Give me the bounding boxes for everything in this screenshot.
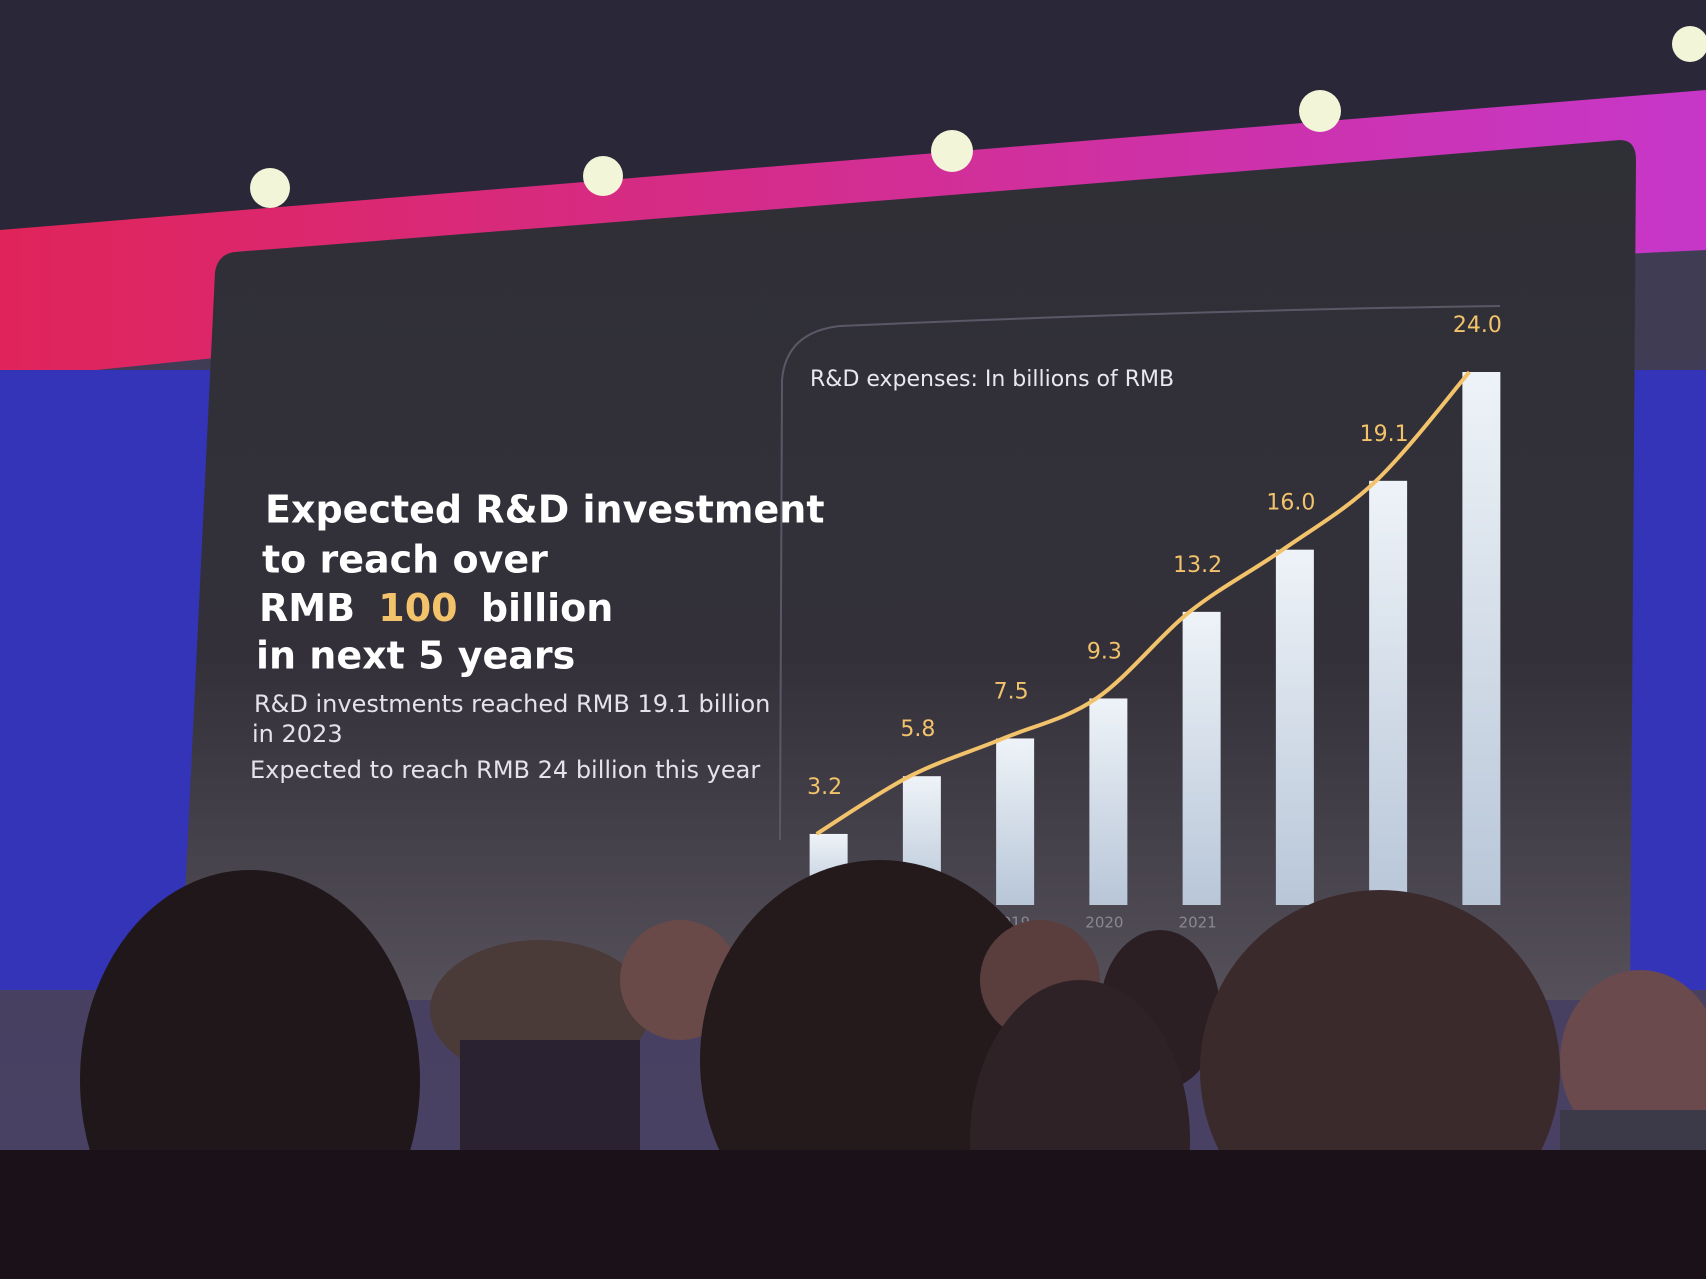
value-label: 7.5 <box>994 679 1029 704</box>
bar <box>1275 549 1314 905</box>
bar <box>1182 611 1221 905</box>
x-tick-label: 2020 <box>1085 914 1123 932</box>
chart-frame <box>779 305 1501 841</box>
chart-title: R&D expenses: In billions of RMB <box>810 367 1174 392</box>
trend-line <box>815 370 1471 836</box>
slide <box>180 140 1636 1000</box>
bar <box>996 738 1035 905</box>
stage-lights <box>250 26 1706 208</box>
bar <box>1462 372 1501 905</box>
x-tick-label: 2021 <box>1179 914 1217 932</box>
headline-line: RMB 100 billion <box>259 586 613 630</box>
notes: R&D investments reached RMB 19.1 billion… <box>250 690 770 784</box>
note: R&D investments reached RMB 19.1 billion <box>254 690 770 718</box>
value-label: 24.0 <box>1453 313 1502 338</box>
note: Expected to reach RMB 24 billion this ye… <box>250 756 760 784</box>
headline-line: Expected R&D investment <box>265 488 825 532</box>
value-label: 16.0 <box>1266 491 1315 516</box>
ceiling-shadow <box>0 0 1706 240</box>
note: in 2023 <box>252 720 343 748</box>
headline-part: billion <box>481 586 613 630</box>
headline-highlight: 100 <box>378 586 457 630</box>
headline-part: RMB <box>259 586 355 630</box>
audience <box>0 860 1706 1279</box>
headline-line: to reach over <box>262 538 548 582</box>
bar <box>1089 698 1128 905</box>
chart: 3.220175.820187.520199.3202013.2202116.0… <box>806 313 1502 932</box>
value-label: 3.2 <box>807 775 842 800</box>
value-label: 13.2 <box>1173 553 1222 578</box>
bar <box>1369 480 1408 905</box>
headline-line: in next 5 years <box>256 634 575 678</box>
headline: Expected R&D investment to reach over RM… <box>256 488 825 678</box>
value-label: 5.8 <box>900 717 935 742</box>
value-label: 9.3 <box>1087 639 1122 664</box>
value-label: 19.1 <box>1360 422 1409 447</box>
